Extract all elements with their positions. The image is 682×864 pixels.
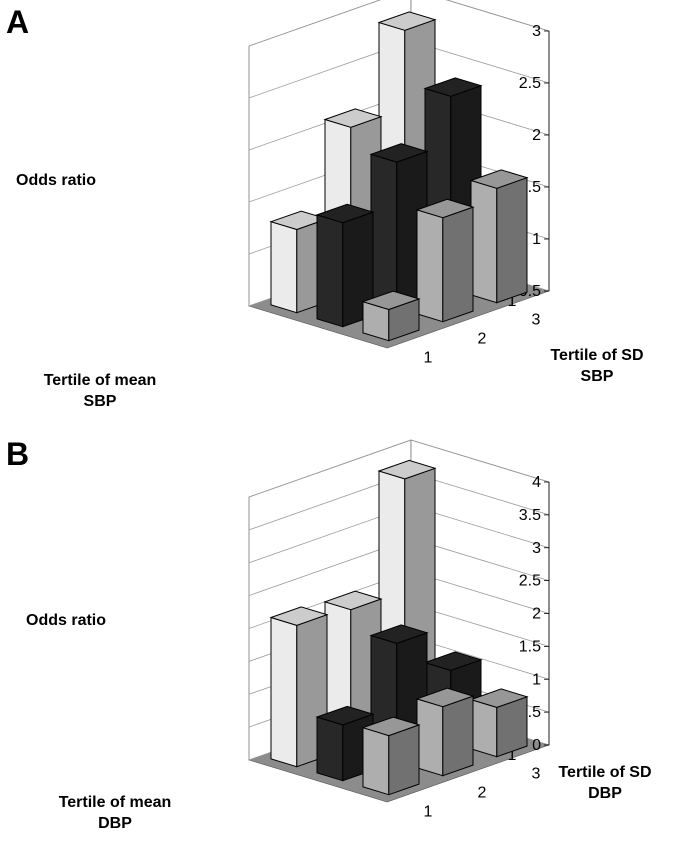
bar-face-side (442, 695, 474, 777)
col-tick-label: 1 (424, 350, 433, 367)
bar-face-front (270, 616, 298, 768)
bar-face-top (323, 590, 383, 611)
col-tick-label: 2 (478, 785, 487, 802)
bar-face-top (269, 606, 329, 626)
bar-face-top (469, 688, 529, 708)
zaxis-label-b: Odds ratio (26, 612, 107, 629)
z-tick-label: 2 (532, 127, 541, 144)
z-tick-label: 3.5 (519, 507, 541, 524)
bar-face-front (362, 727, 390, 796)
bar-face-front (370, 153, 398, 309)
panel-letter-b: B (6, 436, 30, 472)
col-tick-label: 3 (532, 312, 541, 329)
bar (315, 203, 375, 328)
gridline (248, 439, 550, 498)
bar-face-side (442, 206, 474, 323)
bar-face-top (423, 651, 483, 671)
bar-face-top (361, 290, 421, 311)
bar (415, 687, 475, 777)
bar-face-top (361, 716, 421, 737)
z-tick-label: 2.5 (519, 573, 541, 590)
z-tick-label: 1 (532, 231, 541, 248)
rows-axis-label-b: Tertile of mean DBP (58, 794, 172, 832)
col-tick-label: 2 (478, 331, 487, 348)
bar-face-front (316, 716, 344, 782)
chart-b: 00.511.522.533.54123123 (248, 439, 550, 821)
bar-face-top (377, 11, 437, 31)
z-tick-label: 0 (532, 737, 541, 754)
bar (415, 198, 475, 323)
bar-face-front (270, 221, 298, 314)
bar-face-side (496, 176, 528, 304)
bar (361, 716, 421, 796)
bar-face-front (416, 209, 444, 323)
rows-axis-label-a: Tertile of mean SBP (43, 372, 157, 410)
bar-face-top (415, 198, 475, 219)
panel-b: B 00.511.522.533.54123123 Odds ratio Ter… (0, 432, 682, 864)
bar (315, 705, 375, 782)
bar (469, 169, 529, 304)
z-tick-label: 3 (532, 23, 541, 40)
row-tick-label: 1 (508, 747, 517, 764)
cols-axis-label-b: Tertile of SD DBP (558, 764, 652, 802)
z-tick-label: 2 (532, 606, 541, 623)
bar-face-top (315, 705, 375, 726)
cols-axis-label-a: Tertile of SD SBP (550, 347, 644, 385)
z-tick-label: 3 (532, 540, 541, 557)
bar-face-top (369, 143, 429, 163)
panel-a: A 0.511.522.53123123 Odds ratio Tertile … (6, 0, 644, 410)
bar-face-top (377, 459, 437, 480)
gridline (248, 0, 550, 47)
bar-face-top (415, 687, 475, 708)
chart-a: 0.511.522.53123123 (248, 0, 550, 367)
bar-face-top (469, 169, 529, 189)
bar-face-front (470, 179, 498, 304)
row-tick-label: 1 (508, 293, 517, 310)
z-tick-label: 1.5 (519, 638, 541, 655)
col-tick-label: 3 (532, 766, 541, 783)
bar-face-top (423, 77, 483, 97)
bars-b (269, 459, 529, 796)
bar-face-top (315, 203, 375, 224)
bar-face-top (369, 624, 429, 644)
bar-face-top (323, 108, 383, 128)
z-tick-label: 1 (532, 671, 541, 688)
col-tick-label: 1 (424, 804, 433, 821)
bar-face-front (416, 698, 444, 777)
bar (469, 688, 529, 758)
zaxis-label-a: Odds ratio (16, 172, 97, 189)
z-tick-label: 2.5 (519, 75, 541, 92)
bar-face-side (388, 724, 420, 796)
bars-a (269, 11, 529, 342)
bar (361, 290, 421, 342)
bar-face-front (316, 214, 344, 328)
panel-letter-a: A (6, 4, 30, 40)
bar-face-front (470, 698, 498, 758)
z-tick-label: 4 (532, 474, 541, 491)
